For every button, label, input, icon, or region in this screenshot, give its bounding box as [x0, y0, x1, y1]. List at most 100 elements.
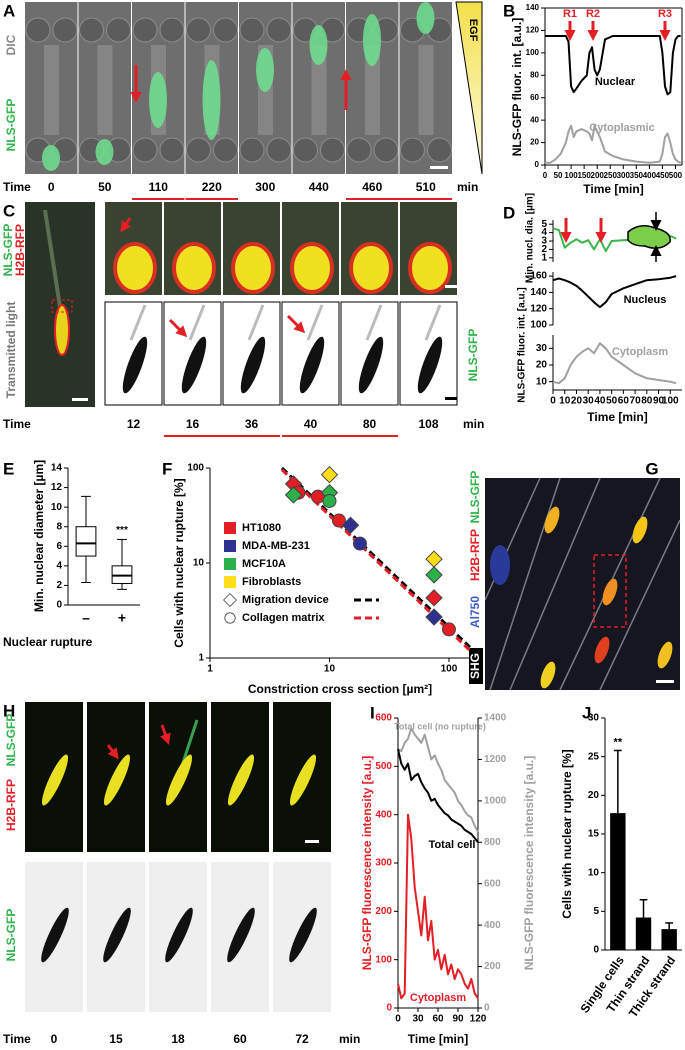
legend-label: Migration device [242, 594, 329, 606]
x-tick-label: 100 [441, 664, 458, 675]
time-label: 18 [171, 1032, 185, 1046]
panel-letter: J [582, 703, 591, 722]
arrow-head [650, 245, 662, 256]
time-title: Time [3, 1032, 31, 1046]
cell [95, 139, 114, 165]
point [425, 550, 443, 568]
data-line [552, 275, 677, 309]
y-tick-label: 0 [56, 600, 62, 611]
series-label: Cytoplasm [612, 346, 668, 358]
point [425, 566, 443, 584]
y-tick-label: 100 [526, 48, 540, 57]
label-background [469, 648, 483, 684]
channel-label: NLS-GFP [1, 224, 15, 277]
pillar [266, 17, 292, 43]
axis-label: NLS-GFP fluor. int. [a.u.] [510, 18, 524, 156]
time-label: 36 [245, 417, 259, 431]
arrow-head [650, 220, 662, 231]
time-label: 16 [186, 417, 200, 431]
cell-trail [365, 304, 383, 341]
y-tick-label: 20 [588, 790, 600, 801]
pillar [400, 137, 425, 163]
data-line [545, 35, 681, 96]
x-tick-label: 60 [618, 396, 630, 407]
x-tick-label: 0 [395, 1014, 401, 1025]
nucleus [632, 516, 648, 544]
arrow-head [175, 325, 188, 338]
y2-tick-label: 200 [484, 961, 501, 972]
time-unit: min [339, 1032, 360, 1046]
y-tick-label: 0 [386, 1003, 392, 1014]
y-tick-label: 400 [375, 809, 392, 820]
cell [181, 336, 207, 394]
series-label: Nuclear [595, 76, 636, 88]
axis-label: Time [min] [587, 410, 647, 424]
legend-label: Collagen matrix [242, 612, 325, 624]
x-tick-label: 60 [432, 1014, 444, 1025]
nucleus [540, 661, 556, 689]
legend-label: MDA-MB-231 [242, 540, 310, 552]
y-tick-label: 1 [541, 252, 547, 263]
channel [365, 45, 380, 135]
arrow-head [564, 30, 576, 41]
roi [593, 554, 627, 628]
y-tick-label: 300 [375, 858, 392, 869]
cell [289, 907, 317, 963]
point [331, 513, 346, 528]
pillar [320, 137, 345, 163]
axis-label: Min. nucl. dia. [µm] [525, 193, 536, 283]
y-tick-label: 6 [56, 541, 62, 552]
time-title: Time [3, 417, 31, 431]
panel-letter: E [3, 459, 14, 478]
scale-bar [445, 397, 457, 400]
channel-label: NLS-GFP [4, 99, 18, 152]
legend-swatch [224, 576, 236, 588]
y-tick-label: 100 [187, 463, 204, 474]
nucleus [594, 636, 610, 664]
series-label: Total cell [429, 839, 476, 851]
y-tick-label: 10 [193, 558, 205, 569]
y-tick-label: 160 [530, 271, 547, 282]
time-label: 72 [295, 1032, 309, 1046]
panel-letter: G [645, 459, 658, 478]
time-label: 50 [98, 180, 112, 194]
cell [363, 14, 381, 66]
cell-trail [247, 304, 265, 341]
nucleus [657, 641, 673, 669]
y-tick-label: 100 [530, 320, 547, 331]
data-line [397, 727, 479, 833]
collagen-fiber [509, 477, 601, 691]
y-tick-label: 600 [375, 713, 392, 724]
data-line [397, 813, 479, 1000]
y-tick-label: 120 [530, 303, 547, 314]
time-label: 80 [363, 417, 377, 431]
point [320, 465, 339, 484]
cell [165, 754, 193, 806]
data-line [397, 748, 479, 843]
y-tick-label: 60 [530, 93, 539, 102]
cell [408, 242, 452, 294]
arrow-head [293, 321, 306, 334]
point [352, 536, 367, 551]
y-tick-label: 4 [56, 560, 62, 571]
y-tick-label: 25 [588, 751, 600, 762]
pillar [186, 17, 211, 43]
x-tick-label: 200 [591, 171, 605, 180]
channel-label: H2B-RFP [468, 529, 482, 581]
cell-trail [306, 304, 324, 341]
channel-label: H2B-RFP [13, 224, 27, 276]
axis-label: NLS-GFP fluorescence intensity [a.u.] [522, 756, 536, 971]
x-tick-label: 250 [604, 171, 618, 180]
pillar [239, 17, 265, 43]
point [441, 622, 456, 637]
time-unit: min [457, 180, 478, 194]
cell [240, 336, 266, 394]
box [75, 526, 97, 557]
x-tick-label: 90 [653, 396, 665, 407]
collagen-fiber [599, 519, 681, 691]
bar [635, 917, 652, 950]
panel-letter: H [3, 701, 15, 720]
scale-bar [656, 680, 674, 683]
channel-label: H2B-RFP [4, 779, 18, 831]
point [284, 486, 303, 504]
